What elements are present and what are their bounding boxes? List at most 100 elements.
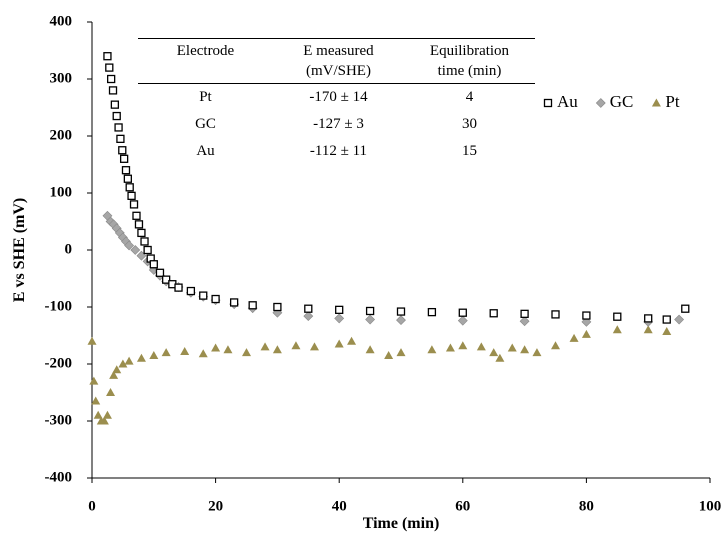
data-point <box>248 301 257 310</box>
data-point <box>129 200 139 209</box>
legend-marker <box>595 98 606 108</box>
data-point <box>304 304 313 313</box>
y-tick-label: -300 <box>45 412 73 428</box>
table-cell: 4 <box>465 89 474 105</box>
data-point <box>334 313 345 324</box>
data-point <box>118 146 127 155</box>
data-point <box>476 342 486 351</box>
data-point <box>143 245 152 255</box>
data-point <box>520 345 530 354</box>
data-point <box>161 348 171 357</box>
x-tick-label: 40 <box>332 498 347 514</box>
data-point <box>109 370 119 379</box>
table-cell: -170 ± 14 <box>309 89 368 105</box>
data-point <box>121 166 131 175</box>
data-point <box>662 327 672 336</box>
data-point <box>199 291 208 300</box>
table-row: GC -127 ± 3 30 <box>138 111 535 138</box>
table-cell: -112 ± 11 <box>309 143 368 159</box>
data-point <box>272 345 282 354</box>
data-point <box>457 315 468 326</box>
x-tick-label: 80 <box>579 498 594 514</box>
data-point <box>643 325 653 334</box>
data-point <box>644 314 653 323</box>
data-point <box>458 341 468 350</box>
inset-table: Electrode E measured (mV/SHE) Equilibratio… <box>138 38 535 165</box>
data-point <box>89 376 99 385</box>
data-point <box>162 275 171 284</box>
y-tick-label: 200 <box>50 127 73 143</box>
legend-marker <box>543 98 553 108</box>
data-point <box>396 307 406 316</box>
y-tick-label: 100 <box>50 184 73 200</box>
data-point <box>520 309 529 318</box>
data-point <box>260 342 270 351</box>
table-cell: Pt <box>199 89 212 105</box>
x-tick-label: 20 <box>208 498 223 514</box>
data-point <box>211 294 220 304</box>
data-point <box>427 307 437 317</box>
y-tick-label: -100 <box>45 298 73 314</box>
data-point <box>229 298 239 307</box>
table-cell: 15 <box>461 143 477 159</box>
data-point <box>681 304 690 313</box>
legend-label: Pt <box>665 92 679 111</box>
data-point <box>396 315 406 326</box>
data-point <box>124 240 135 251</box>
data-point <box>582 311 591 320</box>
data-point <box>116 134 125 144</box>
x-tick-label: 60 <box>455 498 470 514</box>
data-point <box>125 183 134 192</box>
y-tick-label: 300 <box>50 70 73 86</box>
y-tick-label: -200 <box>45 355 73 371</box>
table-header-row: Electrode E measured (mV/SHE) Equilibratio… <box>138 38 535 84</box>
data-point <box>581 329 591 338</box>
data-point <box>291 341 301 350</box>
data-point <box>93 410 103 419</box>
data-point <box>198 349 208 358</box>
data-point <box>458 308 467 317</box>
data-point <box>132 211 141 220</box>
y-tick-label: 0 <box>65 241 73 257</box>
legend-label: Au <box>557 92 578 111</box>
data-point <box>365 314 376 325</box>
table-row: Pt -170 ± 14 4 <box>138 84 535 112</box>
data-point <box>174 283 183 292</box>
data-point <box>105 63 114 72</box>
legend-label: GC <box>610 92 634 111</box>
data-point <box>334 339 344 348</box>
data-point <box>106 388 116 396</box>
data-point <box>303 311 314 322</box>
table-row: Au -112 ± 11 15 <box>138 138 535 165</box>
data-point <box>119 154 129 163</box>
y-tick-label: 400 <box>50 13 73 29</box>
data-point <box>273 302 282 312</box>
data-point <box>674 314 685 325</box>
y-tick-label: -400 <box>45 469 73 485</box>
data-point <box>335 305 344 315</box>
data-point <box>123 174 132 183</box>
table-cell: GC <box>195 116 216 132</box>
data-point <box>134 220 144 229</box>
table-cell: -127 ± 3 <box>313 116 364 132</box>
data-point <box>495 353 505 362</box>
data-point <box>149 260 158 269</box>
data-point <box>532 348 542 357</box>
legend-marker <box>651 98 661 107</box>
data-point <box>396 348 406 357</box>
table-header: Electrode <box>138 38 273 84</box>
data-point <box>155 268 165 277</box>
data-point <box>309 342 319 351</box>
x-axis-title: Time (min) <box>363 515 440 532</box>
data-point <box>551 310 560 319</box>
table-cell: 30 <box>461 116 477 132</box>
data-point <box>149 350 159 359</box>
data-point <box>112 111 121 121</box>
data-point <box>107 74 116 84</box>
data-point <box>99 416 109 425</box>
data-point <box>427 345 437 354</box>
x-tick-label: 100 <box>699 498 722 514</box>
data-point <box>136 353 146 362</box>
